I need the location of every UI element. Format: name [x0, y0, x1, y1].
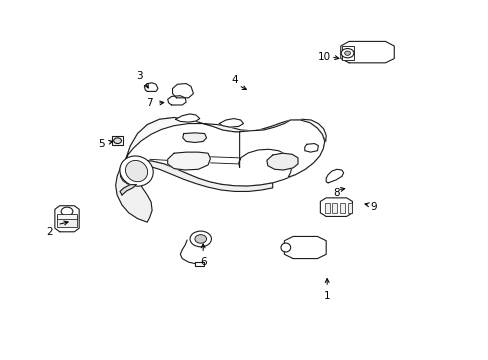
Text: 1: 1	[323, 291, 330, 301]
Polygon shape	[167, 152, 210, 170]
Polygon shape	[172, 84, 193, 98]
Circle shape	[341, 49, 353, 58]
Polygon shape	[320, 198, 352, 216]
Polygon shape	[144, 83, 158, 91]
Polygon shape	[120, 185, 136, 195]
Text: 4: 4	[231, 75, 238, 85]
Text: 3: 3	[136, 71, 143, 81]
Bar	[57, 216, 77, 227]
Polygon shape	[340, 41, 393, 63]
Polygon shape	[167, 96, 186, 105]
Text: 7: 7	[146, 98, 153, 108]
Text: 2: 2	[46, 227, 53, 237]
Circle shape	[114, 138, 121, 144]
Polygon shape	[130, 160, 272, 192]
Text: 5: 5	[98, 139, 104, 149]
Ellipse shape	[281, 243, 290, 252]
Circle shape	[61, 207, 73, 216]
Ellipse shape	[125, 161, 147, 182]
Bar	[324, 203, 329, 213]
Polygon shape	[175, 114, 200, 122]
Bar	[57, 214, 77, 219]
Text: 8: 8	[333, 188, 340, 198]
Polygon shape	[284, 237, 325, 258]
Polygon shape	[238, 120, 324, 177]
Bar	[112, 136, 122, 145]
Ellipse shape	[120, 156, 153, 186]
Circle shape	[190, 231, 211, 247]
Circle shape	[344, 51, 350, 55]
Circle shape	[195, 235, 206, 243]
Bar	[195, 262, 203, 266]
Text: 9: 9	[369, 202, 376, 212]
Polygon shape	[120, 158, 149, 185]
Polygon shape	[219, 118, 243, 127]
Polygon shape	[325, 169, 343, 183]
Polygon shape	[183, 133, 206, 143]
Polygon shape	[125, 117, 325, 160]
Text: 10: 10	[318, 52, 330, 62]
Polygon shape	[116, 160, 152, 222]
Polygon shape	[266, 153, 297, 170]
Bar	[339, 203, 344, 213]
Polygon shape	[125, 117, 324, 186]
Polygon shape	[55, 206, 79, 232]
Polygon shape	[304, 144, 318, 152]
Bar	[347, 203, 352, 213]
Bar	[332, 203, 337, 213]
Bar	[341, 46, 353, 60]
Text: 6: 6	[200, 257, 206, 267]
